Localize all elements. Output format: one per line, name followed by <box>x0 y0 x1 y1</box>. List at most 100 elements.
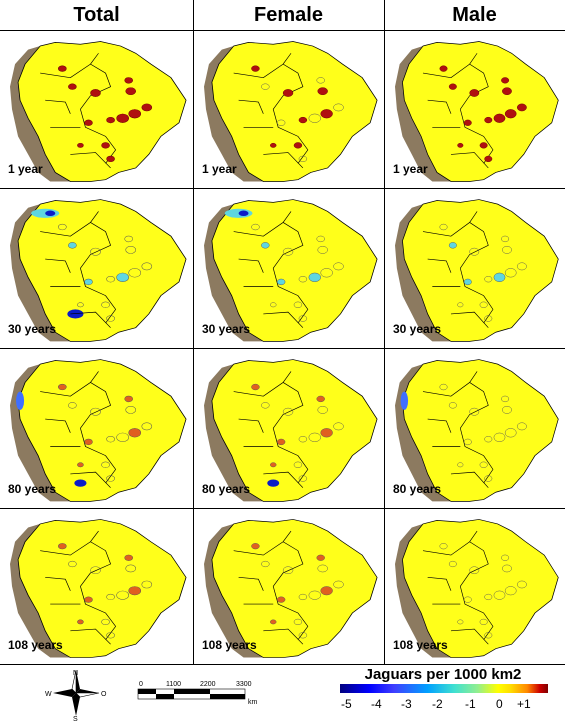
protected-area <box>106 593 115 601</box>
protected-area <box>463 119 472 126</box>
protected-area <box>457 142 464 148</box>
protected-area <box>270 142 277 148</box>
protected-area <box>457 462 464 468</box>
protected-area <box>101 618 110 625</box>
scale-label-2200: 2200 <box>200 681 216 688</box>
row-divider <box>0 348 565 349</box>
protected-area <box>516 103 527 112</box>
protected-area <box>298 436 308 443</box>
protected-area <box>493 590 506 600</box>
south-america-map <box>204 41 378 182</box>
map-furniture: N S W O 0 1100 2200 3300 km Jaguars per … <box>0 665 565 721</box>
time-step-label: 30 years <box>8 322 57 336</box>
protected-area <box>128 586 142 596</box>
protected-area <box>293 618 303 625</box>
time-step-label: 1 year <box>8 162 43 176</box>
protected-area <box>298 315 308 322</box>
protected-area <box>58 383 67 391</box>
scale-label-3300: 3300 <box>236 681 252 688</box>
protected-area <box>106 632 115 639</box>
protected-area <box>493 432 506 442</box>
protected-area <box>261 83 270 90</box>
protected-area <box>463 596 472 603</box>
protected-area <box>502 246 512 254</box>
header-female: Female <box>254 4 323 26</box>
time-step-label: 1 year <box>202 162 237 176</box>
decline-hotspot <box>400 391 409 410</box>
protected-area <box>276 278 286 286</box>
south-america-map <box>204 519 378 658</box>
protected-area <box>282 247 294 256</box>
compass-north-label: N <box>73 670 78 677</box>
decline-hotspot <box>267 479 280 487</box>
protected-area <box>128 109 142 119</box>
protected-area <box>308 432 321 442</box>
protected-area <box>124 554 133 561</box>
legend-tick: -3 <box>401 697 412 711</box>
protected-area <box>77 619 84 625</box>
protected-area <box>68 83 77 90</box>
protected-area <box>125 246 137 254</box>
legend-tick: -4 <box>371 697 382 711</box>
protected-area <box>316 77 325 84</box>
compass-south-label: S <box>73 716 78 721</box>
protected-area <box>484 475 493 482</box>
protected-area <box>124 235 133 243</box>
row-divider <box>0 508 565 509</box>
header-total: Total <box>73 4 120 26</box>
legend-title: Jaguars per 1000 km2 <box>364 666 522 683</box>
protected-area <box>479 618 488 625</box>
protected-area <box>317 87 328 96</box>
scale-bar <box>137 688 246 700</box>
protected-area <box>58 65 67 72</box>
south-america-map <box>204 199 378 342</box>
protected-area <box>125 406 137 414</box>
south-america-map <box>204 359 378 502</box>
decline-hotspot <box>74 479 87 487</box>
header-male: Male <box>452 4 497 26</box>
compass-rose-icon: N S W O <box>45 669 107 721</box>
protected-area <box>298 632 308 639</box>
protected-area <box>479 301 488 308</box>
protected-area <box>484 632 493 639</box>
map-grid: Total Female Male 1 year <box>0 0 565 665</box>
time-step-label: 108 years <box>8 638 63 652</box>
protected-area <box>320 428 333 438</box>
protected-area <box>308 590 321 600</box>
south-america-map <box>10 41 187 182</box>
protected-area <box>457 619 464 625</box>
row-divider <box>0 30 565 31</box>
protected-area <box>128 428 142 438</box>
legend-tick: -1 <box>465 697 476 711</box>
scale-unit: km <box>248 699 258 706</box>
map-panel: 30 years <box>194 189 384 348</box>
protected-area <box>317 564 328 573</box>
map-panel: 80 years <box>385 349 565 508</box>
protected-area <box>251 383 260 391</box>
south-america-map <box>395 199 559 342</box>
protected-area <box>58 543 67 550</box>
protected-area <box>463 438 472 446</box>
protected-area <box>124 77 133 84</box>
south-america-map <box>10 519 187 658</box>
protected-area <box>504 586 517 596</box>
protected-area <box>457 302 464 308</box>
protected-area <box>77 462 84 468</box>
protected-area <box>116 272 129 282</box>
protected-area <box>141 580 153 589</box>
protected-area <box>116 113 129 123</box>
protected-area <box>270 302 277 308</box>
protected-area <box>106 475 115 482</box>
protected-area <box>128 268 142 278</box>
protected-area <box>469 407 480 416</box>
protected-area <box>448 560 457 568</box>
time-step-label: 108 years <box>202 638 257 652</box>
protected-area <box>261 242 270 249</box>
protected-area <box>101 461 110 468</box>
protected-area <box>141 262 153 271</box>
map-panel: 1 year <box>0 31 193 188</box>
protected-area <box>439 543 448 550</box>
protected-area <box>469 247 480 256</box>
protected-area <box>125 564 137 573</box>
protected-area <box>106 276 115 283</box>
